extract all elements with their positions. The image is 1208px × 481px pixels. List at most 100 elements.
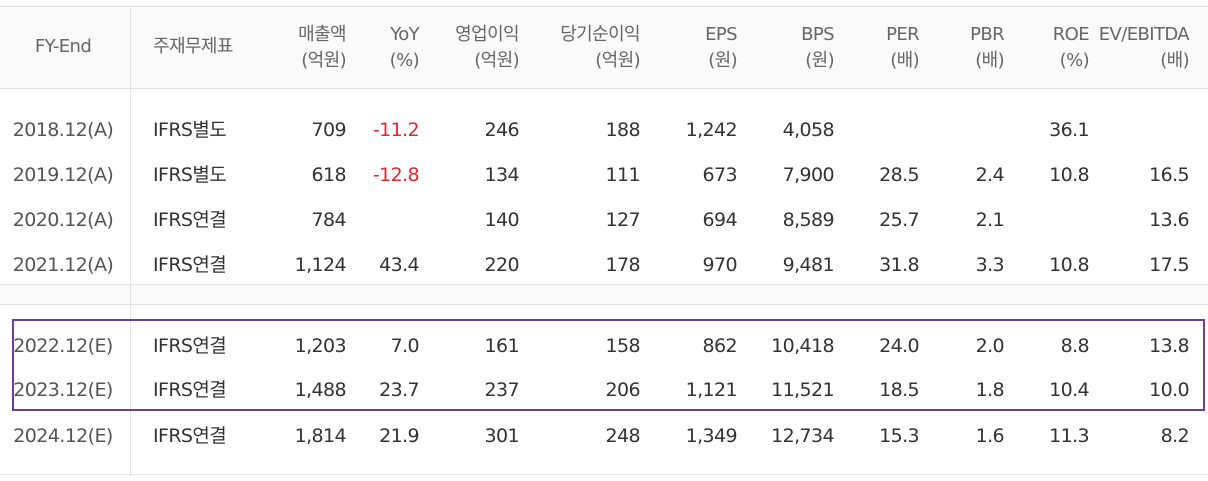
cell-statement-type: IFRS연결	[153, 425, 227, 447]
cell-eps: 673	[702, 164, 738, 186]
header-pbr: PBR	[970, 24, 1005, 45]
cell-statement-type: IFRS별도	[153, 119, 227, 141]
cell-fy-end: 2021.12(A)	[12, 254, 114, 276]
cell-fy-end: 2023.12(E)	[13, 379, 113, 401]
cell-fy-end: 2018.12(A)	[12, 119, 114, 141]
cell-bps: 8,589	[782, 209, 835, 231]
cell-per: 15.3	[879, 425, 920, 447]
estimate-group-top-rule	[0, 304, 1208, 305]
cell-statement-type: IFRS연결	[153, 254, 227, 276]
cell-yoy: 7.0	[390, 335, 420, 357]
cell-pbr: 2.0	[975, 335, 1005, 357]
cell-revenue: 784	[311, 209, 347, 231]
cell-eps: 862	[702, 335, 738, 357]
cell-operating-income: 161	[484, 335, 520, 357]
cell-operating-income: 140	[484, 209, 520, 231]
header-net-income: 당기순이익	[560, 24, 640, 45]
cell-bps: 12,734	[771, 425, 834, 447]
header-pbr-unit: (배)	[975, 50, 1004, 71]
header-bottom-rule	[0, 88, 1208, 89]
cell-yoy: -12.8	[372, 164, 420, 186]
cell-bps: 10,418	[771, 335, 834, 357]
header-ev-ebitda-unit: (배)	[1160, 50, 1189, 71]
cell-eps: 1,121	[685, 379, 738, 401]
header-per: PER	[886, 24, 920, 45]
cell-roe: 10.8	[1049, 254, 1090, 276]
cell-revenue: 1,488	[294, 379, 347, 401]
header-roe-unit: (%)	[1059, 50, 1090, 71]
cell-net-income: 127	[605, 209, 641, 231]
header-bps-unit: (원)	[805, 50, 834, 71]
cell-eps: 1,349	[685, 425, 738, 447]
cell-pbr: 3.3	[975, 254, 1005, 276]
header-yoy: YoY	[390, 24, 419, 45]
cell-net-income: 188	[605, 119, 641, 141]
header-eps-unit: (원)	[708, 50, 737, 71]
estimate-highlight-box	[12, 319, 1205, 411]
cell-revenue: 1,203	[294, 335, 347, 357]
cell-bps: 9,481	[782, 254, 835, 276]
cell-net-income: 111	[605, 164, 641, 186]
cell-roe: 36.1	[1049, 119, 1090, 141]
cell-net-income: 206	[605, 379, 641, 401]
header-statement-type: 주재무제표	[153, 36, 233, 57]
cell-statement-type: IFRS연결	[153, 209, 227, 231]
header-revenue: 매출액	[298, 24, 346, 45]
cell-per: 25.7	[879, 209, 920, 231]
column-divider	[130, 6, 131, 476]
cell-eps: 1,242	[685, 119, 738, 141]
cell-ev-ebitda: 10.0	[1149, 379, 1190, 401]
cell-net-income: 158	[605, 335, 641, 357]
header-operating-income-unit: (억원)	[474, 50, 519, 71]
cell-revenue: 1,124	[294, 254, 347, 276]
cell-net-income: 248	[605, 425, 641, 447]
cell-revenue: 618	[311, 164, 347, 186]
cell-statement-type: IFRS연결	[153, 379, 227, 401]
cell-net-income: 178	[605, 254, 641, 276]
cell-fy-end: 2020.12(A)	[12, 209, 114, 231]
header-operating-income: 영업이익	[455, 24, 519, 45]
header-background	[0, 6, 1208, 88]
cell-ev-ebitda: 13.6	[1149, 209, 1190, 231]
header-yoy-unit: (%)	[389, 50, 420, 71]
cell-per: 31.8	[879, 254, 920, 276]
header-per-unit: (배)	[890, 50, 919, 71]
cell-revenue: 709	[311, 119, 347, 141]
cell-revenue: 1,814	[294, 425, 347, 447]
group-separator-background	[0, 284, 1208, 304]
actual-group-bottom-rule	[0, 284, 1208, 285]
cell-operating-income: 134	[484, 164, 520, 186]
header-ev-ebitda: EV/EBITDA	[1098, 24, 1190, 45]
cell-roe: 10.8	[1049, 164, 1090, 186]
cell-pbr: 1.8	[975, 379, 1005, 401]
cell-per: 18.5	[879, 379, 920, 401]
header-fy-end: FY-End	[34, 36, 92, 57]
cell-ev-ebitda: 16.5	[1149, 164, 1190, 186]
header-net-income-unit: (억원)	[595, 50, 640, 71]
cell-eps: 694	[702, 209, 738, 231]
cell-ev-ebitda: 13.8	[1149, 335, 1190, 357]
table-top-rule	[0, 6, 1208, 7]
cell-ev-ebitda: 8.2	[1160, 425, 1190, 447]
header-revenue-unit: (억원)	[301, 50, 346, 71]
cell-yoy: 43.4	[379, 254, 420, 276]
cell-roe: 8.8	[1060, 335, 1090, 357]
header-bps: BPS	[801, 24, 834, 45]
cell-statement-type: IFRS별도	[153, 164, 227, 186]
cell-operating-income: 237	[484, 379, 520, 401]
cell-roe: 11.3	[1049, 425, 1090, 447]
cell-per: 28.5	[879, 164, 920, 186]
cell-pbr: 1.6	[975, 425, 1005, 447]
cell-fy-end: 2024.12(E)	[13, 425, 113, 447]
cell-pbr: 2.1	[975, 209, 1005, 231]
cell-bps: 11,521	[771, 379, 834, 401]
cell-yoy: 23.7	[379, 379, 420, 401]
header-roe: ROE	[1052, 24, 1090, 45]
header-eps: EPS	[705, 24, 737, 45]
cell-bps: 4,058	[782, 119, 835, 141]
cell-fy-end: 2022.12(E)	[13, 335, 113, 357]
cell-yoy: -11.2	[372, 119, 420, 141]
cell-roe: 10.4	[1049, 379, 1090, 401]
cell-per: 24.0	[879, 335, 920, 357]
table-bottom-rule	[0, 474, 1208, 475]
